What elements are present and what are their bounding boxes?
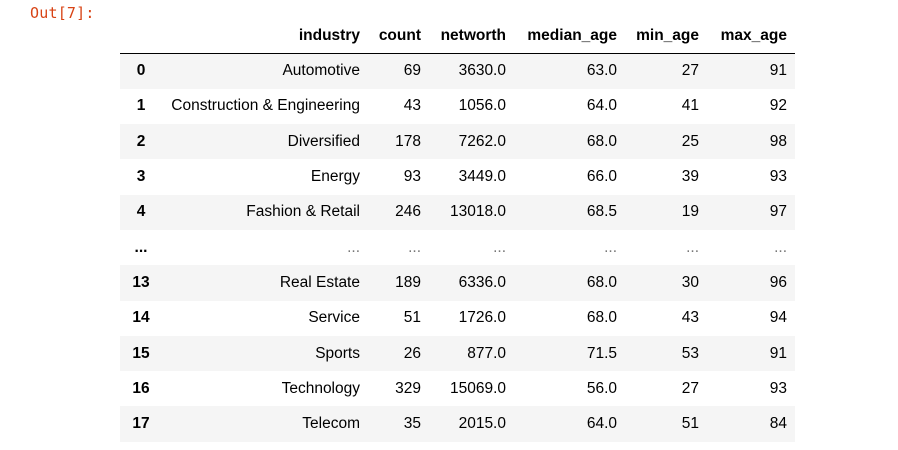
cell-count: 329 [395,379,421,397]
row-index: 2 [136,132,146,150]
cell-industry: Service [308,309,360,327]
cell-min-age: 51 [681,415,699,433]
row-index: 17 [132,415,150,433]
row-index: 13 [132,273,150,291]
index-header [120,19,162,54]
cell-industry: Automotive [282,62,360,80]
cell-min-age: 39 [681,168,699,186]
cell-industry: Technology [281,379,360,397]
table-row: 3 Energy 93 3449.0 66.0 39 93 [120,159,795,195]
cell-networth: 6336.0 [458,273,506,291]
cell-min-age: 30 [681,273,699,291]
cell-count: 26 [403,344,421,362]
cell-networth: 877.0 [467,344,506,362]
cell-industry: Construction & Engineering [171,97,360,115]
cell-median-age: 64.0 [586,97,617,115]
row-index: 3 [136,168,146,186]
cell-count: 178 [395,132,421,150]
cell-max-age: 93 [769,168,787,186]
cell-count: 35 [403,415,421,433]
header-row: industry count networth median_age min_a… [120,19,795,54]
cell-max-age: ... [774,238,787,256]
table-row: 13 Real Estate 189 6336.0 68.0 30 96 [120,265,795,301]
row-index: 4 [136,203,146,221]
table-row: 17 Telecom 35 2015.0 64.0 51 84 [120,406,795,442]
cell-count: 51 [403,309,421,327]
cell-max-age: 84 [769,415,787,433]
table-row: 16 Technology 329 15069.0 56.0 27 93 [120,371,795,407]
dataframe-table: industry count networth median_age min_a… [120,19,795,442]
table-row: 0 Automotive 69 3630.0 63.0 27 91 [120,53,795,89]
dataframe-output: industry count networth median_age min_a… [120,19,795,442]
cell-min-age: ... [686,238,699,256]
cell-median-age: 68.0 [586,309,617,327]
column-header-count: count [368,19,429,54]
cell-max-age: 98 [769,132,787,150]
cell-median-age: 68.5 [586,203,617,221]
column-header-industry: industry [162,19,368,54]
cell-median-age: 56.0 [586,379,617,397]
cell-min-age: 41 [681,97,699,115]
cell-networth: 2015.0 [458,415,506,433]
cell-industry: Diversified [287,132,360,150]
cell-min-age: 19 [681,203,699,221]
cell-count: 43 [403,97,421,115]
output-prompt: Out[7]: [30,4,95,22]
cell-count: 189 [395,273,421,291]
cell-networth: 7262.0 [458,132,506,150]
cell-median-age: 66.0 [586,168,617,186]
row-index: 15 [132,344,150,362]
cell-networth: 1726.0 [458,309,506,327]
column-header-max-age: max_age [707,19,795,54]
table-row: 14 Service 51 1726.0 68.0 43 94 [120,300,795,336]
cell-median-age: 71.5 [586,344,617,362]
cell-networth: ... [493,238,506,256]
cell-industry: Fashion & Retail [246,203,360,221]
cell-industry: Sports [315,344,360,362]
cell-max-age: 93 [769,379,787,397]
cell-min-age: 53 [681,344,699,362]
cell-max-age: 97 [769,203,787,221]
cell-networth: 13018.0 [449,203,506,221]
cell-max-age: 91 [769,62,787,80]
cell-networth: 3630.0 [458,62,506,80]
truncation-row: ... ... ... ... ... ... ... [120,229,795,266]
row-index: 0 [136,62,146,80]
cell-max-age: 91 [769,344,787,362]
column-header-networth: networth [429,19,514,54]
cell-min-age: 43 [681,309,699,327]
column-header-median-age: median_age [514,19,625,54]
cell-networth: 15069.0 [449,379,506,397]
column-header-min-age: min_age [625,19,707,54]
cell-median-age: 68.0 [586,273,617,291]
table-row: 2 Diversified 178 7262.0 68.0 25 98 [120,124,795,160]
cell-industry: ... [347,238,360,256]
cell-median-age: ... [604,238,617,256]
cell-min-age: 27 [681,62,699,80]
cell-networth: 3449.0 [458,168,506,186]
cell-min-age: 27 [681,379,699,397]
cell-industry: Energy [310,168,360,186]
cell-min-age: 25 [681,132,699,150]
cell-count: 93 [403,168,421,186]
cell-max-age: 92 [769,97,787,115]
table-row: 15 Sports 26 877.0 71.5 53 91 [120,335,795,372]
cell-max-age: 96 [769,273,787,291]
cell-networth: 1056.0 [458,97,506,115]
cell-count: 69 [403,62,421,80]
row-index: 14 [132,309,150,327]
row-index: 1 [136,97,146,115]
row-index: 16 [132,379,150,397]
table-row: 4 Fashion & Retail 246 13018.0 68.5 19 9… [120,194,795,230]
cell-count: ... [408,238,421,256]
cell-count: 246 [395,203,421,221]
cell-median-age: 64.0 [586,415,617,433]
table-row: 1 Construction & Engineering 43 1056.0 6… [120,88,795,125]
cell-median-age: 63.0 [586,62,617,80]
cell-industry: Telecom [302,415,360,433]
row-index: ... [134,238,148,256]
cell-max-age: 94 [769,309,787,327]
cell-median-age: 68.0 [586,132,617,150]
cell-industry: Real Estate [279,273,360,291]
